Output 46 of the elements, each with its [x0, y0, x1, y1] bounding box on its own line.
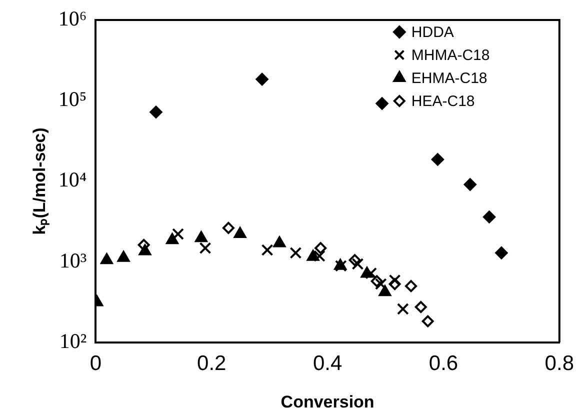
x-tick-label: 0.2 [197, 352, 226, 375]
point [314, 250, 326, 262]
y-tick-label: 10⁴ [58, 168, 87, 192]
point [431, 152, 444, 166]
x-axis-title: Conversion [280, 392, 374, 412]
point [388, 274, 401, 286]
point [261, 244, 274, 256]
point [374, 278, 387, 290]
point [494, 246, 508, 260]
x-tick-label: 0.8 [544, 352, 574, 375]
point [194, 230, 208, 242]
y-tick-label: 10² [59, 328, 87, 353]
point [352, 258, 364, 270]
y-tick-label: 10³ [59, 248, 87, 272]
point [365, 267, 377, 280]
point [199, 242, 212, 254]
x-tick-label: 0.4 [312, 352, 342, 375]
x-tick-label: 0 [90, 352, 102, 375]
point [405, 280, 418, 292]
legend-label: HEA-C18 [411, 93, 475, 110]
point [150, 106, 162, 119]
point [138, 244, 152, 256]
point [166, 232, 179, 244]
legend-label: EHMA-C18 [411, 70, 488, 88]
point [422, 315, 434, 328]
point [376, 97, 389, 110]
point [314, 242, 327, 254]
point [272, 236, 286, 248]
x-tick-label: 0.6 [428, 352, 458, 375]
point [378, 284, 392, 296]
y-tick-label: 10⁶ [58, 6, 87, 31]
point [100, 252, 114, 264]
point [233, 226, 247, 238]
point [256, 72, 269, 86]
point [116, 250, 130, 262]
legend-label: HDDA [411, 24, 454, 42]
point [172, 228, 184, 240]
legend-label: MHMA-C18 [411, 47, 490, 64]
point [396, 303, 409, 315]
point [482, 210, 496, 224]
point [414, 300, 427, 313]
y-tick-label: 10⁵ [58, 87, 87, 112]
point [464, 178, 477, 191]
y-axis-title: kₚ(L/mol-sec) [30, 128, 50, 235]
point [222, 222, 234, 234]
point [290, 246, 302, 259]
